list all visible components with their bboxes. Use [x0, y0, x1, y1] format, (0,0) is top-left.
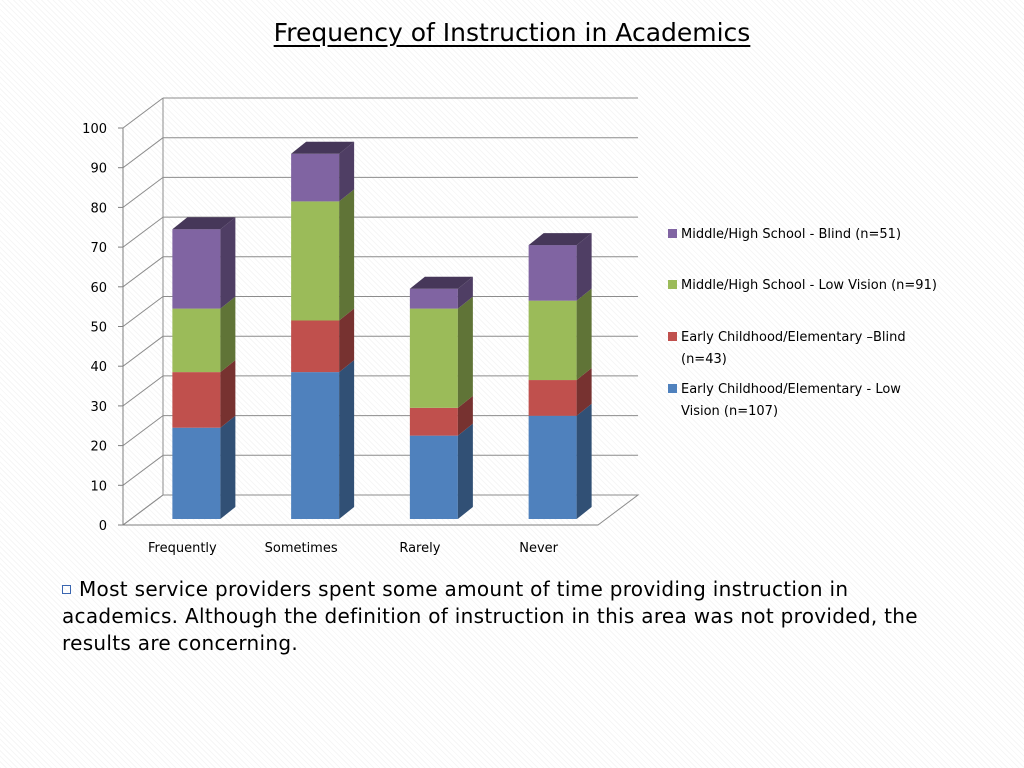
bar-segment	[409, 308, 458, 408]
bar-segment	[291, 153, 340, 202]
bar-side	[339, 141, 355, 202]
legend-swatch	[668, 229, 677, 238]
y-tick-label: 20	[90, 440, 107, 455]
gridline-depth	[122, 454, 164, 486]
y-tick-label: 70	[90, 241, 107, 256]
gridline-depth	[122, 216, 164, 248]
bar-segment	[172, 372, 221, 428]
bar-side	[576, 233, 592, 301]
chart-legend: Middle/High School - Blind (n=51) Middle/…	[668, 227, 937, 419]
y-tick-label: 30	[90, 400, 107, 415]
bar-segment	[291, 201, 340, 321]
y-tick-label: 60	[90, 281, 107, 296]
legend-swatch	[668, 280, 677, 289]
bar-segment	[409, 288, 458, 309]
gridline-depth	[122, 335, 164, 367]
bar-side	[457, 296, 473, 408]
y-tick-label: 40	[90, 360, 107, 375]
bar-side	[576, 368, 592, 416]
legend-label: Early Childhood/Elementary –Blind	[681, 330, 906, 345]
x-tick-label: Never	[519, 541, 558, 556]
legend-label: Middle/High School - Low Vision (n=91)	[681, 278, 937, 293]
square-bullet-icon	[62, 585, 71, 594]
bar-side	[339, 360, 355, 519]
y-tick-label: 50	[90, 321, 107, 336]
legend-label: Early Childhood/Elementary - Low	[681, 382, 901, 397]
gridline-depth	[122, 375, 164, 407]
gridline-depth	[122, 176, 164, 208]
gridline-depth	[122, 97, 164, 129]
bar-segment	[291, 320, 340, 373]
bar-side	[576, 403, 592, 519]
bar-side	[220, 415, 236, 519]
bar-segment	[409, 407, 458, 436]
bar-top	[291, 141, 355, 154]
gridline-depth	[122, 256, 164, 288]
bar-segment	[528, 245, 577, 301]
bar-side	[457, 423, 473, 519]
bar-side	[220, 360, 236, 428]
bar-segment	[528, 300, 577, 381]
bar-side	[220, 217, 236, 309]
chart-title: Frequency of Instruction in Academics	[273, 18, 751, 47]
bar-segment	[172, 308, 221, 373]
bar-side	[339, 189, 355, 321]
bar-top	[528, 233, 592, 246]
y-tick-label: 80	[90, 201, 107, 216]
legend-swatch	[668, 332, 677, 341]
legend-swatch	[668, 384, 677, 393]
chart-bars	[172, 141, 592, 519]
bullet-point: Most service providers spent some amount…	[62, 576, 962, 657]
x-tick-label: Rarely	[399, 541, 440, 556]
bar-side	[220, 296, 236, 373]
legend-label: Vision (n=107)	[681, 404, 778, 419]
bullet-text: Most service providers spent some amount…	[62, 577, 918, 655]
bar-top	[409, 276, 473, 289]
bar-side	[457, 395, 473, 436]
bar-segment	[172, 427, 221, 519]
bar-segment	[172, 229, 221, 309]
y-tick-label: 100	[82, 122, 107, 137]
bar-segment	[291, 372, 340, 519]
bar-side	[457, 276, 473, 309]
bar-side	[339, 308, 355, 373]
y-tick-label: 0	[99, 519, 107, 534]
chart: 0 10 20 30 40 50 60 70 80 90 100 Frequently Sometime…	[82, 97, 937, 556]
x-tick-label: Sometimes	[265, 541, 338, 556]
bar-side	[576, 288, 592, 381]
x-tick-label: Frequently	[148, 541, 217, 556]
gridline-depth	[122, 137, 164, 169]
gridline-depth	[122, 296, 164, 327]
y-tick-label: 90	[90, 162, 107, 177]
bar-segment	[528, 380, 577, 416]
bar-top	[172, 217, 236, 230]
legend-label: Middle/High School - Blind (n=51)	[681, 227, 901, 242]
chart-axes: 0 10 20 30 40 50 60 70 80 90 100 Frequently Sometime…	[82, 122, 598, 556]
y-tick-label: 10	[90, 479, 107, 494]
gridline-depth	[122, 415, 164, 447]
legend-label: (n=43)	[681, 352, 727, 367]
bar-segment	[528, 415, 577, 519]
bar-segment	[409, 435, 458, 519]
